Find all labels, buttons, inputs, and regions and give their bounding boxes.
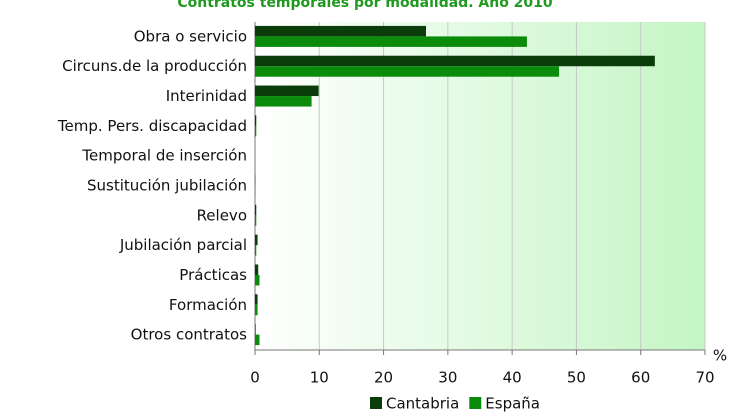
bar <box>255 55 655 67</box>
x-tick-label: 60 <box>631 369 650 387</box>
bar <box>255 85 319 97</box>
y-tick-label: Relevo <box>197 206 247 224</box>
bar <box>255 294 258 305</box>
legend-label: España <box>485 395 540 412</box>
x-tick-label: 20 <box>374 369 393 387</box>
legend-label: Cantabria <box>386 395 459 412</box>
chart-title: Contratos temporales por modalidad. Año … <box>177 0 553 11</box>
y-tick-label: Otros contratos <box>131 326 248 344</box>
y-tick-label: Prácticas <box>179 266 247 284</box>
bar <box>255 245 257 256</box>
y-tick-label: Interinidad <box>166 87 247 105</box>
x-tick-label: 40 <box>503 369 522 387</box>
y-tick-label: Formación <box>169 296 247 314</box>
bar <box>255 204 257 216</box>
y-tick-label: Circuns.de la producción <box>62 57 247 75</box>
x-tick-label: 0 <box>250 369 260 387</box>
bar <box>255 36 527 47</box>
x-tick-label: 30 <box>438 369 457 387</box>
x-tick-label: 10 <box>310 369 329 387</box>
y-tick-label: Temp. Pers. discapacidad <box>57 117 247 135</box>
bar <box>255 125 257 137</box>
y-tick-label: Sustitución jubilación <box>87 177 247 195</box>
bar <box>255 215 257 226</box>
bar <box>255 234 258 246</box>
x-tick-label: 50 <box>567 369 586 387</box>
y-tick-label: Obra o servicio <box>134 27 247 45</box>
x-axis-label: % <box>713 347 727 365</box>
bar <box>255 25 426 37</box>
y-tick-label: Temporal de inserción <box>81 147 247 165</box>
y-tick-label: Jubilación parcial <box>119 236 247 254</box>
bar <box>255 324 256 335</box>
legend-swatch <box>370 397 382 409</box>
bar <box>255 304 258 316</box>
bar <box>255 274 260 286</box>
bar <box>255 334 260 346</box>
x-tick-label: 70 <box>695 369 714 387</box>
bar <box>255 96 312 107</box>
bar <box>255 115 257 126</box>
legend-swatch <box>469 397 482 409</box>
bar <box>255 66 560 77</box>
bar <box>255 264 259 275</box>
